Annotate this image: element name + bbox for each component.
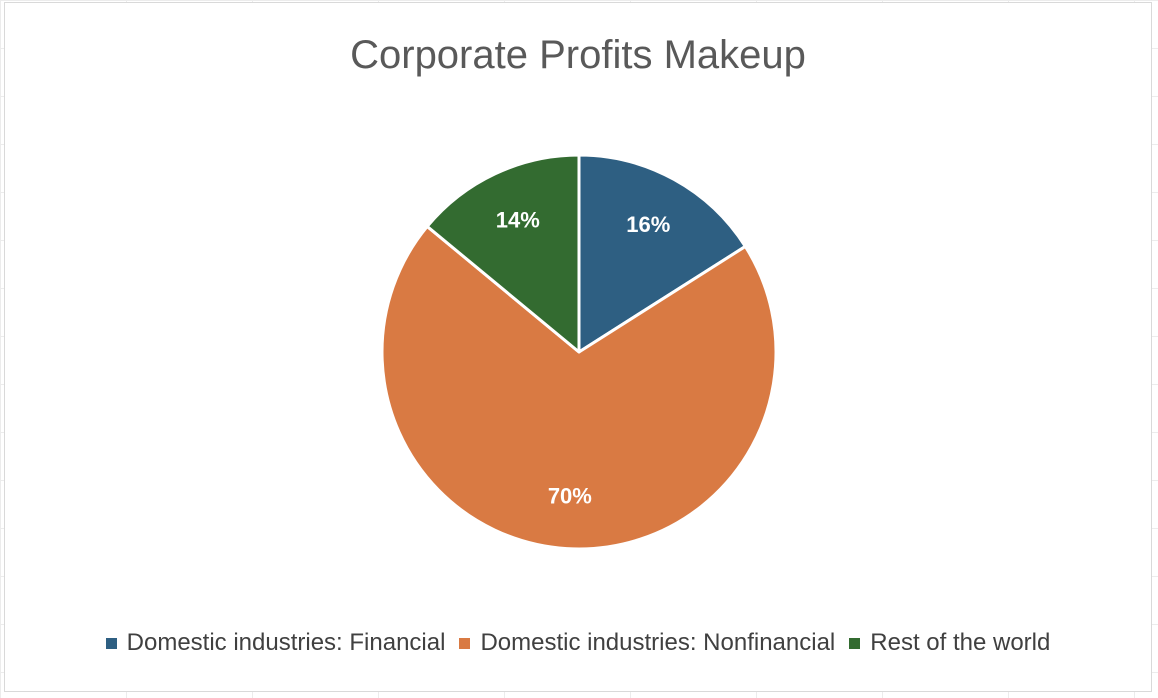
chart-area[interactable]: Corporate Profits Makeup 16% 70% 14% Domes… [4,2,1152,692]
legend-item-rest-of-world: Rest of the world [849,629,1050,657]
legend-label-financial: Domestic industries: Financial [126,629,446,656]
pie-slice-rest-of-world[interactable] [425,153,581,354]
data-label-nonfinancial: 70% [548,483,592,508]
chart-title: Corporate Profits Makeup [350,33,806,77]
pie-data-labels: 16% 70% 14% [496,208,671,509]
legend-item-financial: Domestic industries: Financial [105,629,446,657]
legend-item-nonfinancial: Domestic industries: Nonfinancial [459,629,835,657]
pie-slices [380,153,778,551]
data-label-financial: 16% [626,212,670,237]
legend-swatch-rest-of-world [849,637,861,649]
legend-swatch-nonfinancial [459,637,471,649]
chart-legend: Domestic industries: Financial Domestic … [5,629,1151,657]
legend-label-nonfinancial: Domestic industries: Nonfinancial [480,629,836,656]
pie-slice-financial[interactable] [577,153,747,354]
legend-label-rest-of-world: Rest of the world [870,629,1051,656]
pie-slice-nonfinancial[interactable] [380,224,778,551]
data-label-rest-of-world: 14% [496,208,540,233]
legend-swatch-financial [105,637,117,649]
pie-chart: 16% 70% 14% [380,153,778,551]
